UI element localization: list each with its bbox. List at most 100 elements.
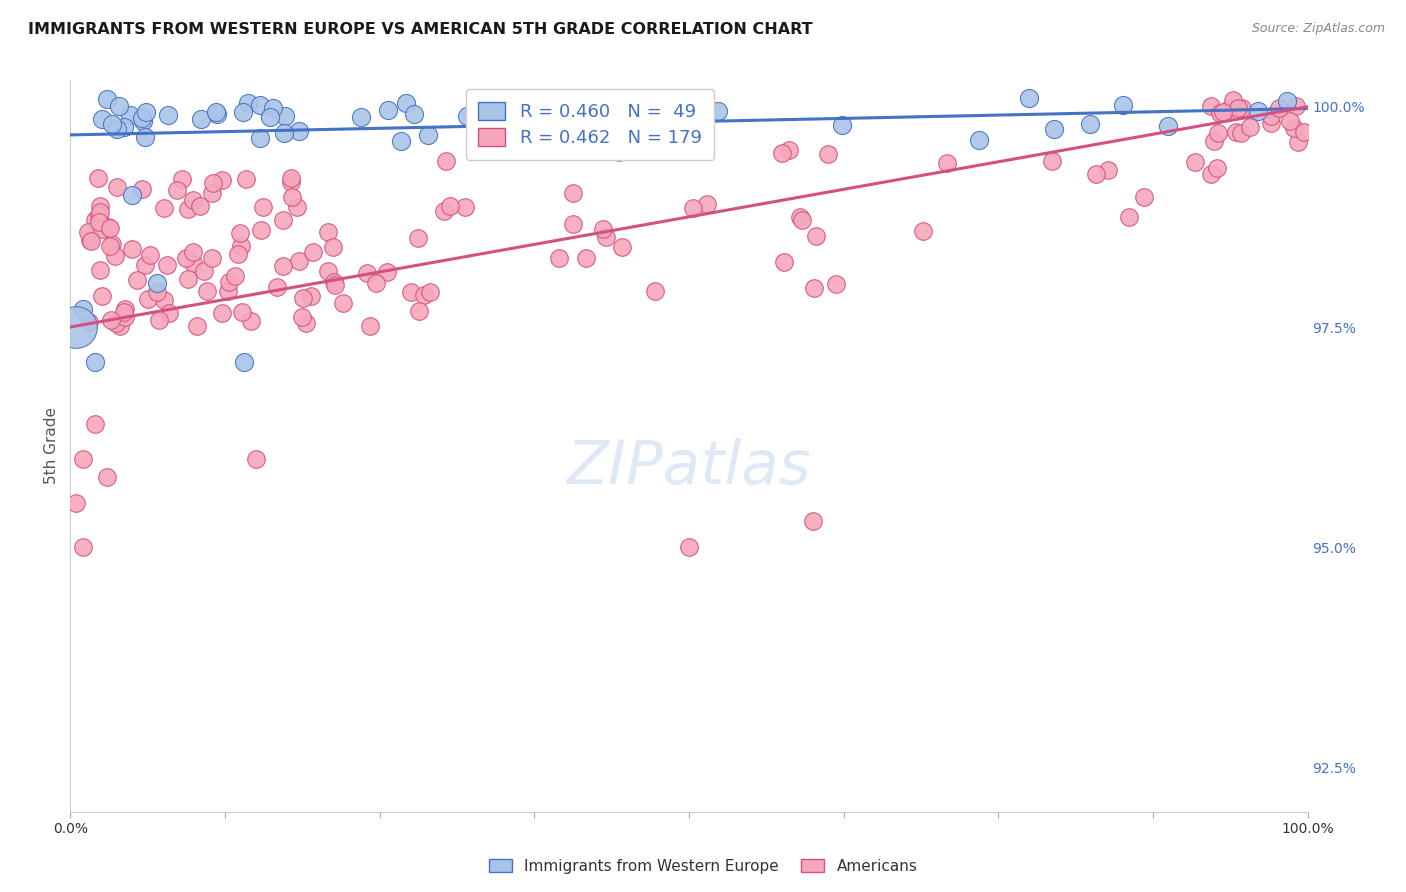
Point: [166, 183, 188, 197]
Point: [89, 199, 111, 213]
Point: [399, 285, 422, 299]
Point: [201, 186, 224, 200]
Point: [419, 285, 441, 300]
Point: [1225, 125, 1247, 139]
Point: [316, 264, 339, 278]
Point: [252, 200, 274, 214]
Point: [114, 310, 136, 324]
Point: [323, 277, 346, 292]
Point: [177, 272, 200, 286]
Point: [235, 172, 257, 186]
Point: [146, 276, 169, 290]
Point: [1278, 114, 1301, 128]
Point: [291, 310, 314, 324]
Point: [1111, 98, 1133, 112]
Point: [266, 280, 288, 294]
Point: [148, 313, 170, 327]
Point: [332, 295, 354, 310]
Point: [136, 292, 159, 306]
Point: [389, 134, 412, 148]
Point: [1199, 167, 1222, 181]
Point: [790, 212, 813, 227]
Y-axis label: 5th Grade: 5th Grade: [44, 408, 59, 484]
Point: [686, 111, 709, 125]
Point: [1222, 93, 1244, 107]
Point: [240, 313, 263, 327]
Point: [217, 285, 239, 299]
Point: [454, 200, 477, 214]
Point: [114, 301, 136, 316]
Point: [322, 240, 344, 254]
Point: [271, 259, 294, 273]
Point: [817, 147, 839, 161]
Point: [280, 175, 302, 189]
Point: [204, 105, 226, 120]
Text: Source: ZipAtlas.com: Source: ZipAtlas.com: [1251, 22, 1385, 36]
Point: [139, 248, 162, 262]
Point: [1118, 210, 1140, 224]
Point: [89, 204, 111, 219]
Point: [1043, 121, 1066, 136]
Point: [1292, 124, 1315, 138]
Point: [271, 212, 294, 227]
Point: [1227, 101, 1250, 115]
Point: [132, 113, 155, 128]
Point: [322, 275, 344, 289]
Point: [211, 306, 233, 320]
Point: [250, 222, 273, 236]
Point: [153, 202, 176, 216]
Point: [190, 112, 212, 127]
Point: [1212, 104, 1234, 119]
Point: [803, 281, 825, 295]
Point: [375, 265, 398, 279]
Point: [98, 221, 121, 235]
Point: [609, 145, 631, 160]
Point: [262, 101, 284, 115]
Point: [110, 318, 132, 333]
Point: [231, 305, 253, 319]
Point: [1202, 134, 1225, 148]
Point: [359, 319, 381, 334]
Point: [105, 180, 128, 194]
Point: [101, 237, 124, 252]
Point: [96, 91, 118, 105]
Point: [156, 108, 179, 122]
Point: [177, 202, 200, 216]
Point: [1085, 167, 1108, 181]
Point: [280, 171, 302, 186]
Point: [77, 225, 100, 239]
Point: [474, 130, 496, 145]
Point: [72, 302, 94, 317]
Point: [120, 108, 142, 122]
Point: [316, 225, 339, 239]
Point: [281, 190, 304, 204]
Point: [100, 312, 122, 326]
Point: [104, 249, 127, 263]
Point: [413, 288, 436, 302]
Point: [181, 256, 204, 270]
Point: [292, 292, 315, 306]
Point: [79, 233, 101, 247]
Point: [131, 111, 153, 125]
Point: [364, 276, 387, 290]
Point: [112, 304, 135, 318]
Point: [1230, 126, 1253, 140]
Point: [575, 251, 598, 265]
Point: [174, 251, 197, 265]
Point: [125, 273, 148, 287]
Point: [1268, 101, 1291, 115]
Point: [1209, 106, 1232, 120]
Point: [98, 238, 121, 252]
Point: [1080, 117, 1102, 131]
Point: [188, 199, 211, 213]
Text: ZIPatlas: ZIPatlas: [567, 439, 811, 498]
Point: [195, 284, 218, 298]
Point: [249, 131, 271, 145]
Point: [229, 239, 252, 253]
Point: [395, 95, 418, 110]
Point: [456, 109, 478, 123]
Point: [1247, 103, 1270, 118]
Point: [91, 289, 114, 303]
Point: [610, 240, 633, 254]
Point: [1285, 99, 1308, 113]
